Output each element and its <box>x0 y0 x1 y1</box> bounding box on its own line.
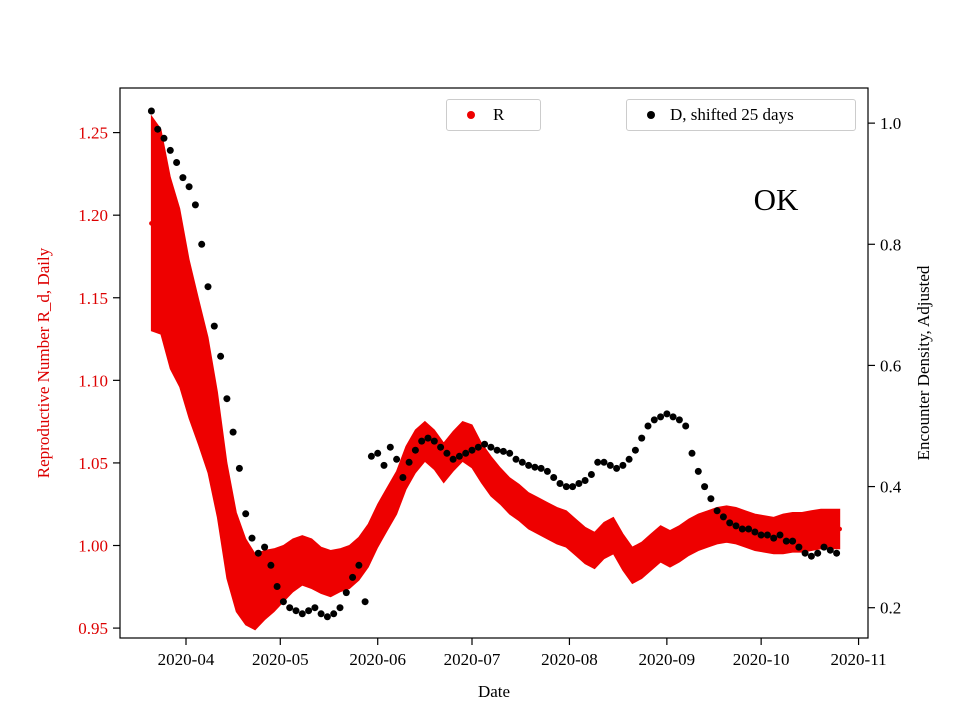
svg-text:2020-10: 2020-10 <box>733 650 790 669</box>
legend-d-label: D, shifted 25 days <box>670 105 794 124</box>
svg-text:1.00: 1.00 <box>78 537 108 556</box>
annotation-ok: OK <box>753 182 799 217</box>
svg-text:1.15: 1.15 <box>78 289 108 308</box>
svg-text:1.25: 1.25 <box>78 124 108 143</box>
svg-text:1.0: 1.0 <box>880 114 901 133</box>
legend-r: R <box>446 99 541 131</box>
legend-d: D, shifted 25 days <box>626 99 856 131</box>
svg-text:2020-09: 2020-09 <box>639 650 696 669</box>
legend-r-label: R <box>493 105 505 124</box>
r-series-dot-icon <box>467 111 475 119</box>
svg-text:2020-08: 2020-08 <box>541 650 598 669</box>
svg-text:0.2: 0.2 <box>880 599 901 618</box>
svg-text:2020-07: 2020-07 <box>444 650 501 669</box>
svg-text:0.8: 0.8 <box>880 235 901 254</box>
svg-text:1.20: 1.20 <box>78 206 108 225</box>
svg-text:0.6: 0.6 <box>880 356 901 375</box>
svg-text:2020-05: 2020-05 <box>252 650 309 669</box>
x-axis-label: Date <box>477 682 511 701</box>
svg-text:2020-04: 2020-04 <box>158 650 215 669</box>
svg-text:1.10: 1.10 <box>78 371 108 390</box>
svg-text:0.95: 0.95 <box>78 619 108 638</box>
d-series-dot-icon <box>647 111 655 119</box>
svg-text:1.05: 1.05 <box>78 454 108 473</box>
y-axis-label-right: Encounter Density, Adjusted <box>914 265 933 461</box>
y-axis-label-left: Reproductive Number R_d, Daily <box>34 247 53 479</box>
svg-text:2020-06: 2020-06 <box>349 650 406 669</box>
svg-text:0.4: 0.4 <box>880 478 902 497</box>
svg-text:2020-11: 2020-11 <box>831 650 887 669</box>
